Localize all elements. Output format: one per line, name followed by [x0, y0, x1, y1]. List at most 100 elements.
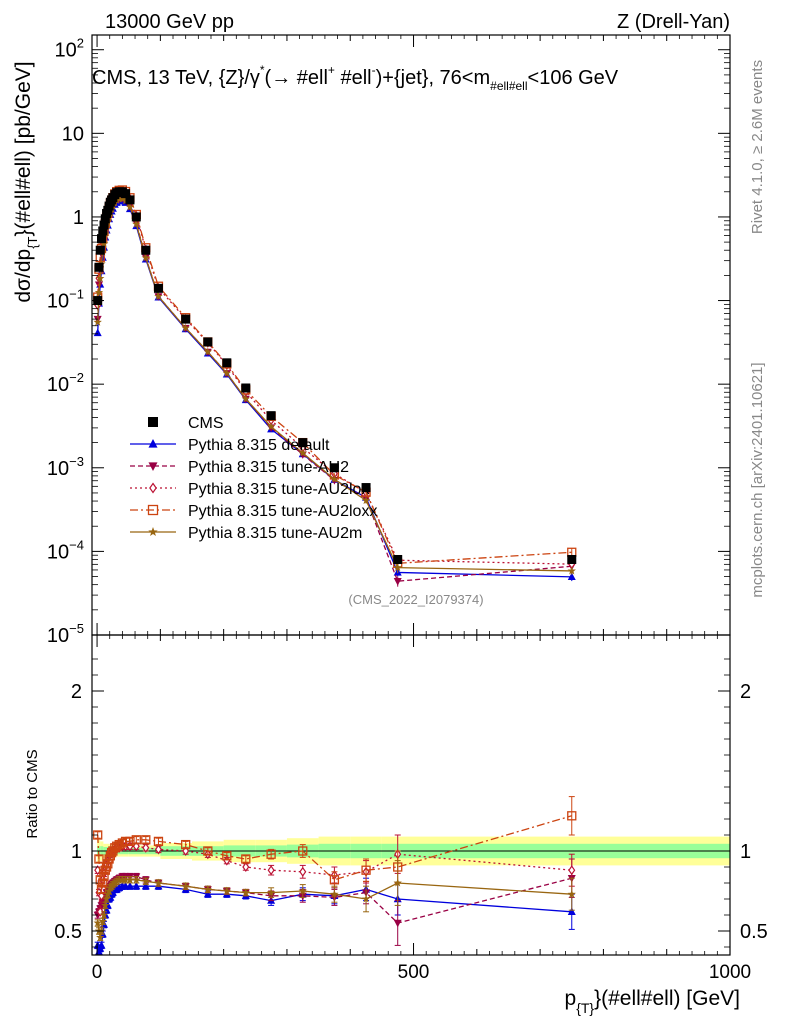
ratio-data-point — [125, 836, 135, 847]
mcplots-label: mcplots.cern.ch [arXiv:2401.10621] — [749, 362, 766, 597]
ratio-data-point — [242, 861, 250, 873]
legend: CMS Pythia 8.315 default Pythia 8.315 tune… — [130, 415, 377, 542]
legend-label: Pythia 8.315 tune-AU2 — [188, 459, 349, 476]
cms-data-point — [298, 438, 308, 448]
ratio-data-point — [241, 854, 251, 864]
main-cms-data — [93, 187, 577, 564]
main-series-line — [97, 197, 572, 582]
y-tick-label: 102 — [55, 36, 84, 62]
main-data-point — [241, 394, 250, 403]
ratio-data-point — [203, 885, 213, 893]
ratio-data-point — [118, 875, 127, 884]
ratio-panel-series — [93, 796, 577, 955]
main-data-point — [96, 274, 105, 282]
ratio-data-point — [110, 878, 119, 887]
legend-item-cms: CMS — [148, 415, 224, 432]
legend-marker — [148, 527, 158, 536]
ratio-panel-frame — [91, 634, 731, 956]
ratio-data-point — [142, 842, 150, 853]
ratio-data-point — [153, 836, 164, 847]
cms-data-point — [361, 483, 371, 493]
ratio-y-tick-label-left: 0.5 — [54, 921, 82, 943]
axes-frames — [91, 34, 731, 956]
ratio-data-point — [121, 875, 130, 884]
main-data-point — [154, 292, 163, 300]
cms-data-point — [125, 195, 135, 205]
legend-label: Pythia 8.315 tune-AU2loxx — [188, 503, 377, 520]
ratio-y-tick-label-right: 0.5 — [740, 921, 768, 943]
legend-item-3: Pythia 8.315 tune-AU2loxx — [130, 503, 377, 520]
ratio-y-tick-label-left: 2 — [71, 681, 82, 703]
main-data-point — [93, 328, 102, 337]
main-data-point — [203, 347, 213, 356]
header-left: 13000 GeV pp — [105, 11, 234, 33]
ratio-data-point — [132, 875, 141, 884]
ratio-data-point — [112, 877, 121, 885]
ratio-data-point — [141, 881, 150, 890]
legend-item-1: Pythia 8.315 tune-AU2 — [130, 459, 349, 476]
x-axis-label: p{T}}(#ell#ell) [GeV] — [565, 987, 741, 1016]
cms-data-point — [98, 226, 108, 236]
ratio-uncertainty-bands — [92, 836, 730, 866]
cms-data-point — [94, 262, 104, 272]
ratio-data-point — [299, 866, 307, 877]
ratio-data-point — [361, 894, 371, 903]
y-tick-label: 10 — [62, 123, 84, 145]
ratio-data-point — [99, 910, 109, 919]
main-data-point — [393, 578, 402, 586]
ratio-data-point — [94, 854, 104, 864]
chart-title: CMS, 13 TeV, {Z}/γ*(→ #ell+ #ell-)+{jet}… — [92, 63, 619, 93]
ratio-y-tick-label-right: 2 — [740, 681, 751, 703]
header-right: Z (Drell-Yan) — [617, 11, 730, 33]
ratio-data-point — [330, 889, 339, 898]
ratio-data-point — [567, 907, 576, 915]
analysis-id-label: (CMS_2022_I2079374) — [348, 592, 483, 607]
main-series-0 — [93, 196, 576, 582]
x-tick-label: 500 — [398, 962, 430, 983]
main-data-point — [567, 572, 576, 581]
cms-data-point — [393, 554, 403, 564]
y-tick-label: 10−1 — [47, 287, 84, 313]
cms-data-point — [95, 245, 105, 255]
main-data-point — [298, 448, 307, 457]
ratio-data-point — [115, 875, 124, 884]
cms-data-point — [266, 411, 276, 421]
ratio-data-point — [106, 847, 117, 858]
ratio-data-point — [222, 886, 231, 895]
main-data-point — [567, 566, 576, 575]
ratio-data-point — [132, 881, 141, 890]
cms-data-point — [567, 554, 577, 564]
main-data-point — [93, 317, 102, 326]
legend-label: Pythia 8.315 tune-AU2lox — [188, 481, 369, 498]
ratio-data-point — [125, 881, 134, 890]
ratio-data-point — [241, 888, 250, 897]
main-data-point — [361, 496, 371, 505]
axis-ticks: 0 500 1000 10−5 10−4 10−3 10−2 10−1 1 10 102 0.5 0.5… — [47, 35, 768, 983]
ratio-data-point — [141, 835, 151, 845]
ratio-data-point — [393, 878, 402, 887]
ratio-data-point — [154, 844, 162, 855]
cms-data-point — [153, 283, 163, 293]
ratio-y-tick-label-left: 1 — [71, 841, 82, 863]
rivet-version-label: Rivet 4.1.0, ≥ 2.6M events — [749, 60, 766, 234]
x-tick-label: 0 — [92, 962, 103, 983]
main-panel-frame — [91, 34, 731, 636]
legend-marker — [148, 439, 158, 448]
ratio-data-point — [298, 886, 307, 895]
cms-data-point — [241, 383, 251, 393]
ratio-data-point — [102, 894, 111, 903]
y-tick-label: 10−4 — [47, 537, 84, 563]
ratio-data-point — [154, 878, 163, 887]
ratio-data-point — [125, 875, 135, 884]
ratio-data-point — [96, 933, 105, 941]
main-data-point — [118, 194, 127, 203]
ratio-data-point — [101, 901, 110, 909]
main-data-point — [393, 563, 402, 572]
ratio-data-point — [329, 875, 340, 885]
y-axis-label: dσ/dp{T}(#ell#ell) [pb/GeV] — [12, 61, 40, 302]
cms-data-point — [181, 314, 191, 324]
cms-data-point — [100, 214, 110, 224]
ratio-series-3 — [93, 796, 577, 895]
y-tick-label: 10−5 — [47, 621, 84, 647]
ratio-data-point — [361, 865, 371, 875]
